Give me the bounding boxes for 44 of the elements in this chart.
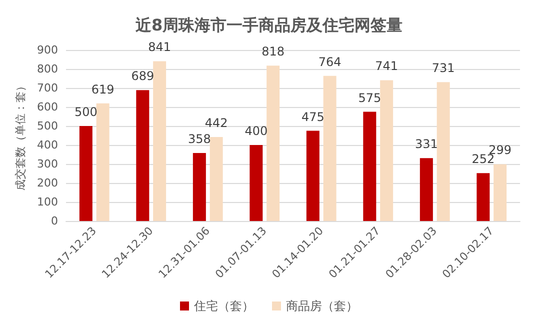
y-axis-title: 成交套数（单位：套） [14, 80, 28, 190]
bar [380, 80, 394, 221]
bar [210, 137, 223, 221]
y-tick-label: 600 [37, 100, 58, 114]
bar [153, 61, 166, 221]
data-label: 741 [375, 59, 398, 74]
bar [363, 112, 376, 221]
data-label: 475 [301, 110, 324, 124]
y-tick-label: 800 [37, 62, 58, 76]
legend-label: 住宅（套） [193, 299, 254, 313]
y-tick-label: 500 [37, 120, 58, 132]
y-tick-label: 400 [37, 138, 58, 152]
y-tick-label: 200 [37, 176, 58, 190]
data-label: 689 [131, 69, 154, 84]
data-label: 400 [244, 124, 268, 138]
bar [96, 103, 110, 221]
data-label: 841 [148, 40, 172, 54]
bar [266, 66, 280, 221]
bar [476, 173, 490, 221]
bar [79, 126, 92, 221]
y-tick-label: 0 [51, 214, 58, 228]
data-label: 619 [91, 82, 114, 96]
y-tick-label: 300 [37, 158, 58, 170]
data-label: 731 [432, 61, 455, 76]
bar [306, 130, 320, 221]
data-label: 818 [262, 44, 285, 59]
bar [250, 145, 263, 221]
data-label: 764 [318, 54, 342, 69]
data-label: 500 [74, 105, 98, 119]
data-label: 575 [358, 90, 382, 105]
bar [323, 76, 336, 221]
y-tick-label: 100 [37, 196, 58, 208]
bar [136, 90, 150, 221]
data-label: 331 [414, 137, 438, 152]
legend-label: 商品房（套） [286, 299, 358, 313]
data-label: 442 [204, 116, 228, 130]
bar [494, 164, 507, 221]
data-label: 358 [188, 132, 211, 146]
bar [436, 82, 450, 221]
bar [420, 158, 433, 221]
chart-title: 近8周珠海市一手商品房及住宅网签量 [134, 16, 403, 34]
y-tick-label: 700 [37, 82, 58, 94]
bar [192, 152, 206, 221]
y-tick-label: 900 [37, 44, 58, 56]
